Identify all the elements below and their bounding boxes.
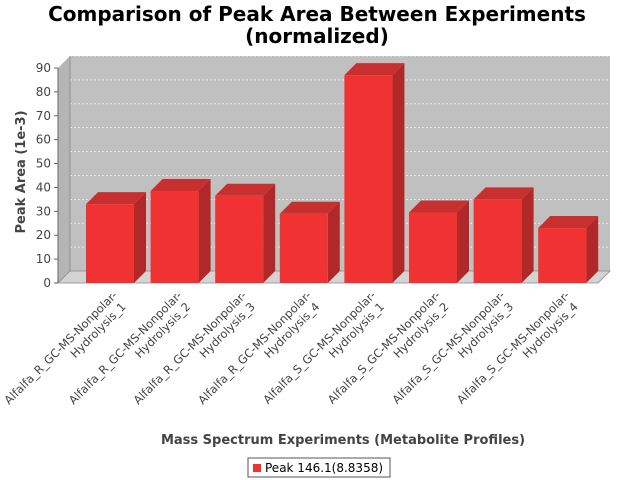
bar-top — [86, 192, 146, 205]
bar-top — [215, 183, 276, 196]
bar-front — [150, 191, 199, 283]
chart-title-line-1: Comparison of Peak Area Between Experime… — [48, 2, 586, 26]
y-tick-label: 0 — [43, 276, 51, 290]
y-tick-label: 30 — [36, 204, 51, 218]
x-axis-label: Mass Spectrum Experiments (Metabolite Pr… — [161, 433, 525, 448]
bar — [86, 192, 146, 283]
bar-front — [409, 212, 457, 283]
legend-box — [247, 457, 391, 478]
bar-top — [473, 187, 534, 200]
bar-side — [521, 187, 534, 283]
bar — [279, 201, 340, 283]
bar-side — [392, 63, 405, 283]
y-tick-label: 70 — [36, 109, 51, 123]
bar-side — [263, 183, 276, 283]
bar — [538, 216, 599, 283]
bar — [344, 63, 405, 284]
bar-front — [473, 199, 522, 283]
legend: Peak 146.1(8.8358) — [247, 457, 391, 478]
bar-top — [344, 63, 405, 76]
chart-title-line-2: (normalized) — [245, 24, 389, 48]
legend-series-name: Peak 146.1(8.8358) — [265, 461, 383, 475]
bar — [409, 200, 469, 283]
bar-side — [457, 200, 469, 283]
y-axis: 0 10 20 30 40 50 60 70 80 90 — [36, 61, 59, 290]
y-tick-label: 50 — [36, 157, 51, 171]
bar — [150, 179, 211, 283]
bar-front — [538, 228, 587, 283]
y-axis-label: Peak Area (1e-3) — [14, 110, 29, 233]
bar-top — [279, 201, 340, 214]
y-tick-label: 10 — [36, 252, 51, 266]
bar-top — [409, 200, 469, 213]
bar-side — [134, 192, 146, 283]
bar-top — [538, 216, 599, 229]
bar — [473, 187, 534, 283]
bars — [86, 63, 599, 284]
y-tick-label: 80 — [36, 85, 51, 99]
bar-front — [279, 213, 328, 283]
y-tick-label: 90 — [36, 61, 51, 75]
bar-top — [150, 179, 211, 192]
y-tick-label: 40 — [36, 180, 51, 194]
bar-front — [86, 204, 134, 283]
bar-side — [586, 216, 599, 283]
bar — [215, 183, 276, 283]
bar-front — [344, 75, 393, 284]
x-axis-tick-labels: Alfalfa_R_GC-MS-Nonpolar-Hydrolysis_1Alf… — [1, 288, 581, 407]
y-tick-label: 60 — [36, 133, 51, 147]
legend-swatch — [253, 464, 261, 472]
y-tick-label: 20 — [36, 228, 51, 242]
bar-side — [198, 179, 211, 283]
bar-side — [327, 201, 340, 283]
bar-front — [215, 195, 264, 283]
